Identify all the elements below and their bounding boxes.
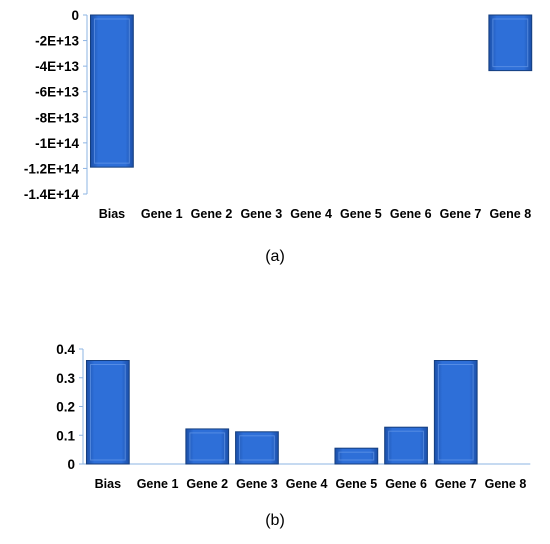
bar-bevel — [388, 430, 424, 461]
bar-bias — [85, 360, 130, 465]
x-category-label: Gene 6 — [385, 477, 427, 491]
bar-bevel — [239, 435, 275, 461]
bar-bevel — [89, 364, 126, 461]
y-tick-label: -1.4E+14 — [24, 187, 80, 202]
y-tick-label: -8E+13 — [35, 110, 79, 125]
x-category-label: Gene 6 — [390, 207, 432, 221]
bar-bevel — [338, 451, 375, 461]
chart-a-caption: (a) — [265, 248, 285, 265]
y-tick-label: -2E+13 — [35, 34, 79, 49]
bar-bias — [89, 14, 134, 168]
chart-b-caption: (b) — [265, 512, 285, 529]
y-tick-label: -6E+13 — [35, 85, 79, 100]
x-category-label: Gene 2 — [186, 477, 228, 491]
y-tick-label: 0.2 — [56, 400, 75, 415]
y-tick-label: 0.1 — [56, 428, 75, 443]
x-category-label: Bias — [99, 207, 125, 221]
y-tick-label: 0.4 — [56, 342, 75, 357]
x-category-label: Gene 5 — [340, 207, 382, 221]
bar-bevel — [93, 18, 130, 164]
x-category-label: Bias — [95, 477, 121, 491]
bar-gene-6 — [384, 426, 428, 465]
bar-gene-2 — [185, 428, 230, 465]
x-category-label: Gene 8 — [489, 207, 531, 221]
y-tick-label: 0.3 — [56, 371, 75, 386]
x-category-label: Gene 7 — [440, 207, 482, 221]
x-category-label: Gene 1 — [141, 207, 183, 221]
x-category-label: Gene 4 — [286, 477, 328, 491]
bar-gene-8 — [488, 14, 533, 72]
y-tick-label: 0 — [67, 457, 75, 472]
y-tick-label: -1E+14 — [35, 136, 79, 151]
y-tick-label: -1.2E+14 — [24, 161, 80, 176]
x-category-label: Gene 3 — [240, 207, 282, 221]
bar-bevel — [437, 364, 474, 461]
y-tick-label: -4E+13 — [35, 59, 79, 74]
x-category-label: Gene 3 — [236, 477, 278, 491]
chart-a: 0 -2E+13 -4E+13 -6E+13 -8E+13 -1E+14 -1.2E+14 -… — [0, 0, 550, 270]
x-category-label: Gene 7 — [435, 477, 477, 491]
x-category-label: Gene 8 — [485, 477, 527, 491]
bar-bevel — [189, 432, 226, 461]
x-category-label: Gene 5 — [336, 477, 378, 491]
y-tick-label: 0 — [71, 8, 79, 23]
chart-b: 0 0.1 0.2 0.3 0.4 Bias Gene 1 Gene 2 Gene 3 Gene … — [0, 330, 550, 544]
chart-b-svg: 0 0.1 0.2 0.3 0.4 Bias Gene 1 Gene 2 Gene 3 Gene … — [56, 342, 531, 491]
bar-gene-7 — [433, 360, 478, 465]
bar-gene-3 — [235, 431, 279, 465]
x-category-label: Gene 1 — [137, 477, 179, 491]
bar-gene-5 — [334, 447, 379, 465]
x-category-label: Gene 2 — [191, 207, 233, 221]
chart-a-svg: 0 -2E+13 -4E+13 -6E+13 -8E+13 -1E+14 -1.2E+14 -… — [24, 8, 533, 221]
x-category-label: Gene 4 — [290, 207, 332, 221]
bar-bevel — [492, 18, 529, 68]
